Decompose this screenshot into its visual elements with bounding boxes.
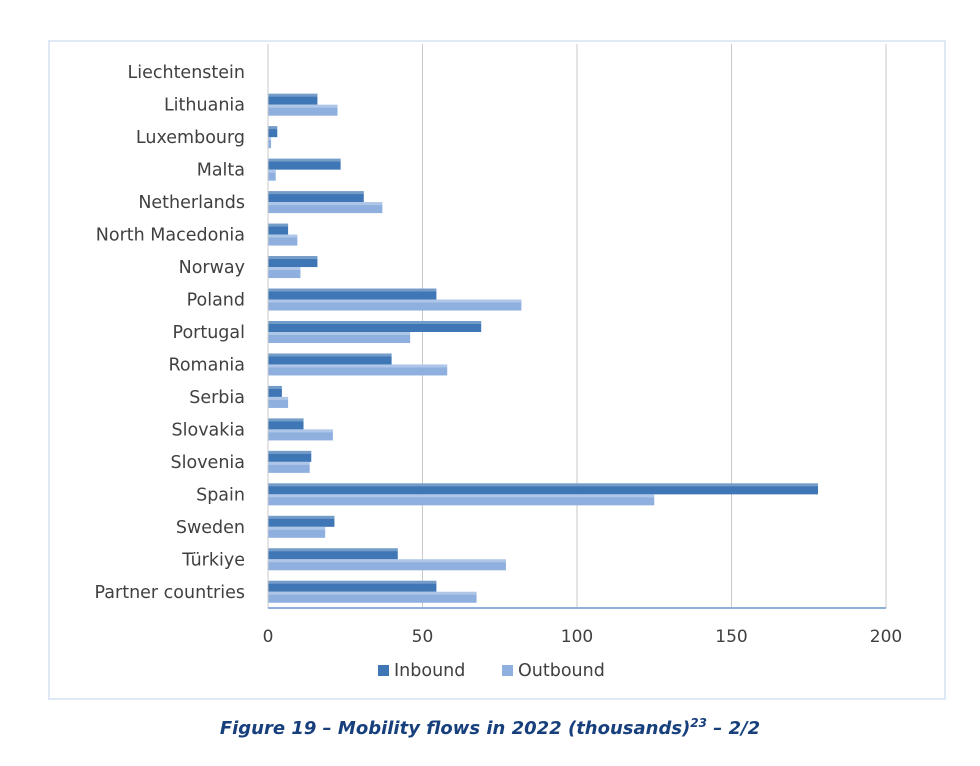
bar-highlight <box>268 169 276 173</box>
outbound-bar <box>268 591 477 603</box>
bar-highlight <box>268 548 398 552</box>
figure-caption: Figure 19 – Mobility flows in 2022 (thou… <box>0 716 980 739</box>
bar-highlight <box>268 559 506 563</box>
bar-highlight <box>268 483 819 487</box>
bar-highlight <box>268 580 437 584</box>
x-tick-label: 200 <box>870 627 902 647</box>
inbound-bar <box>268 191 364 203</box>
inbound-bar <box>268 321 482 332</box>
category-label: Liechtenstein <box>127 63 245 83</box>
inbound-bar <box>268 126 278 138</box>
category-label: Slovenia <box>171 453 245 473</box>
caption-text: Figure 19 – Mobility flows in 2022 (thou… <box>219 718 691 739</box>
outbound-bar <box>268 396 289 408</box>
category-label: Portugal <box>173 323 245 343</box>
outbound-bar <box>268 461 310 473</box>
outbound-bar <box>268 299 522 311</box>
bar-highlight <box>268 429 333 433</box>
inbound-bar <box>268 385 282 397</box>
outbound-bar <box>268 137 272 149</box>
bar-highlight <box>268 137 272 141</box>
x-tick-label: 50 <box>412 627 434 647</box>
inbound-bar <box>268 93 318 105</box>
category-label: Sweden <box>176 518 245 538</box>
bar-highlight <box>268 321 482 324</box>
category-label: Türkiye <box>181 550 245 570</box>
category-label: Spain <box>196 485 245 505</box>
bar-highlight <box>268 126 278 130</box>
inbound-bar <box>268 158 341 170</box>
x-tick-label: 0 <box>263 627 274 647</box>
legend-swatch-inbound <box>378 665 389 676</box>
bar-highlight <box>268 450 312 454</box>
category-label: Netherlands <box>138 193 245 213</box>
bar-highlight <box>268 299 522 303</box>
bar-highlight <box>268 353 392 357</box>
outbound-bar <box>268 234 298 246</box>
outbound-bar <box>268 202 383 214</box>
category-label: Malta <box>197 161 245 181</box>
outbound-bar <box>268 526 326 538</box>
legend-label-outbound: Outbound <box>518 661 605 681</box>
category-label: Norway <box>179 258 245 278</box>
caption-footnote: 23 <box>690 716 707 730</box>
bar-chart: 0 50 100 150 200 Liechtenstein Lithuania Luxemb… <box>95 44 902 681</box>
bar-highlight <box>268 234 298 238</box>
bar-highlight <box>268 396 289 400</box>
category-label: Romania <box>168 355 245 375</box>
bar-highlight <box>268 515 335 519</box>
bar-highlight <box>268 461 310 465</box>
legend-label-inbound: Inbound <box>394 661 465 681</box>
bar-highlight <box>268 256 318 260</box>
category-label: Partner countries <box>95 583 245 603</box>
bar-highlight <box>268 385 282 389</box>
category-label: Slovakia <box>172 420 245 440</box>
inbound-bar <box>268 353 392 365</box>
outbound-bar <box>268 169 276 181</box>
bar-highlight <box>268 202 383 206</box>
caption-suffix: – 2/2 <box>707 718 761 739</box>
category-label: Serbia <box>189 388 245 408</box>
x-tick-label: 150 <box>715 627 747 647</box>
outbound-bar <box>268 429 333 441</box>
inbound-bar <box>268 580 437 592</box>
legend-swatch-outbound <box>502 665 513 676</box>
inbound-bar <box>268 483 819 495</box>
bar-highlight <box>268 104 338 108</box>
inbound-bar <box>268 256 318 268</box>
bar-highlight <box>268 223 289 227</box>
bar-highlight <box>268 288 437 292</box>
bar-highlight <box>268 267 301 271</box>
inbound-bar <box>268 223 289 235</box>
bar-highlight <box>268 591 477 595</box>
outbound-bar <box>268 559 506 571</box>
category-label: North Macedonia <box>96 226 245 246</box>
inbound-bar <box>268 418 304 430</box>
chart-frame <box>48 40 946 700</box>
outbound-bar <box>268 267 301 279</box>
bar-highlight <box>268 526 326 530</box>
outbound-bar <box>268 494 655 506</box>
inbound-bar <box>268 548 398 560</box>
bar-highlight <box>268 93 318 97</box>
bar-highlight <box>268 332 411 335</box>
x-tick-label: 100 <box>561 627 593 647</box>
inbound-bar <box>268 450 312 462</box>
category-label: Luxembourg <box>136 128 245 148</box>
bar-highlight <box>268 364 448 368</box>
category-label: Poland <box>187 291 245 311</box>
outbound-bar <box>268 104 338 116</box>
bar-highlight <box>268 418 304 422</box>
bar-highlight <box>268 191 364 195</box>
outbound-bar <box>268 364 448 376</box>
bar-highlight <box>268 158 341 162</box>
category-label: Lithuania <box>164 96 245 116</box>
inbound-bar <box>268 515 335 527</box>
outbound-bar <box>268 332 411 343</box>
bar-highlight <box>268 494 655 498</box>
inbound-bar <box>268 288 437 300</box>
